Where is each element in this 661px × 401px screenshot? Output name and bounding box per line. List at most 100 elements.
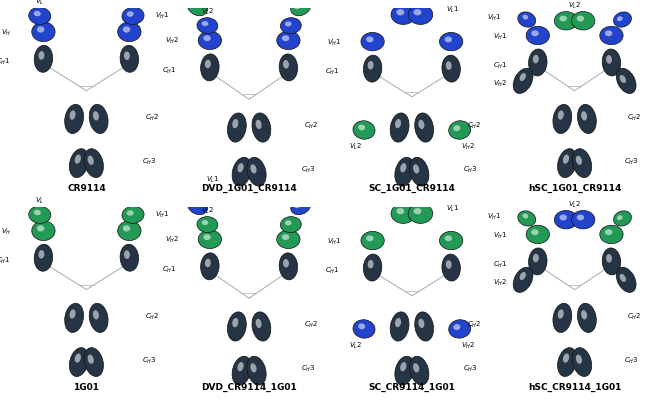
Text: $V_L1$: $V_L1$ (206, 175, 219, 185)
Text: $V_H$: $V_H$ (1, 226, 11, 236)
Ellipse shape (414, 10, 422, 16)
Ellipse shape (602, 248, 621, 275)
Text: $C_H2$: $C_H2$ (467, 319, 482, 329)
Ellipse shape (572, 12, 595, 31)
Ellipse shape (28, 207, 51, 224)
Ellipse shape (69, 111, 75, 120)
Ellipse shape (34, 210, 41, 216)
Text: DVD_CR9114_1G01: DVD_CR9114_1G01 (201, 382, 297, 391)
Ellipse shape (600, 27, 623, 46)
Text: $V_L2$: $V_L2$ (349, 340, 362, 350)
Ellipse shape (578, 304, 596, 333)
Ellipse shape (294, 203, 301, 209)
Ellipse shape (366, 236, 373, 242)
Text: $V_H2$: $V_H2$ (165, 36, 179, 47)
Ellipse shape (442, 255, 460, 282)
Ellipse shape (605, 31, 612, 37)
Text: $V_H1$: $V_H1$ (486, 13, 501, 23)
Ellipse shape (283, 259, 289, 268)
Ellipse shape (390, 312, 409, 341)
Ellipse shape (89, 304, 108, 333)
Ellipse shape (118, 221, 141, 241)
Ellipse shape (576, 215, 584, 221)
Ellipse shape (38, 250, 44, 259)
Text: $V_H$: $V_H$ (1, 28, 11, 38)
Ellipse shape (361, 232, 384, 250)
Text: SC_CR9114_1G01: SC_CR9114_1G01 (368, 382, 455, 391)
Text: $V_H1$: $V_H1$ (327, 236, 342, 246)
Ellipse shape (32, 23, 55, 43)
Ellipse shape (252, 312, 271, 341)
Ellipse shape (533, 254, 539, 263)
Ellipse shape (93, 112, 99, 121)
Ellipse shape (353, 320, 375, 338)
Text: $V_H2$: $V_H2$ (492, 277, 507, 288)
Ellipse shape (203, 0, 222, 5)
Text: $C_H3$: $C_H3$ (463, 165, 478, 175)
Text: $V_H1$: $V_H1$ (155, 209, 169, 219)
Ellipse shape (555, 12, 578, 31)
Ellipse shape (619, 76, 626, 84)
Ellipse shape (449, 122, 471, 140)
Ellipse shape (520, 74, 526, 82)
Ellipse shape (28, 8, 51, 25)
Ellipse shape (201, 253, 219, 280)
Ellipse shape (193, 201, 200, 207)
Ellipse shape (34, 245, 53, 271)
Text: $V_L2$: $V_L2$ (568, 1, 581, 11)
Ellipse shape (202, 22, 208, 27)
Ellipse shape (526, 27, 549, 46)
Ellipse shape (563, 155, 569, 164)
Ellipse shape (368, 260, 373, 269)
Ellipse shape (617, 216, 623, 221)
Text: $V_H1$: $V_H1$ (155, 10, 169, 21)
Text: $C_H1$: $C_H1$ (0, 57, 11, 67)
Ellipse shape (197, 217, 218, 233)
Ellipse shape (127, 12, 134, 18)
Ellipse shape (526, 226, 549, 244)
Text: $C_H2$: $C_H2$ (145, 310, 160, 321)
Ellipse shape (576, 16, 584, 22)
Ellipse shape (69, 348, 89, 377)
Text: $C_H1$: $C_H1$ (0, 255, 11, 265)
Ellipse shape (251, 165, 256, 174)
Ellipse shape (251, 363, 256, 373)
Ellipse shape (414, 113, 434, 143)
Text: 1G01: 1G01 (73, 382, 99, 391)
Ellipse shape (397, 10, 405, 16)
Text: $C_H1$: $C_H1$ (162, 264, 176, 274)
Text: $V_L1$: $V_L1$ (446, 203, 460, 213)
Ellipse shape (413, 165, 419, 174)
Ellipse shape (395, 120, 401, 129)
Ellipse shape (358, 125, 366, 131)
Text: $V_H2$: $V_H2$ (461, 340, 475, 350)
Ellipse shape (84, 348, 103, 377)
Ellipse shape (617, 17, 623, 22)
Ellipse shape (291, 0, 311, 17)
Ellipse shape (361, 33, 384, 52)
Ellipse shape (37, 226, 44, 232)
Ellipse shape (397, 209, 405, 215)
Text: $V_H1$: $V_H1$ (327, 37, 342, 48)
Ellipse shape (605, 230, 612, 235)
Ellipse shape (294, 5, 301, 10)
Ellipse shape (391, 204, 416, 224)
Ellipse shape (558, 111, 564, 120)
Ellipse shape (88, 156, 94, 166)
Ellipse shape (414, 312, 434, 341)
Text: $C_H3$: $C_H3$ (463, 363, 478, 373)
Text: hSC_CR9114_1G01: hSC_CR9114_1G01 (528, 382, 621, 391)
Ellipse shape (283, 61, 289, 69)
Ellipse shape (395, 318, 401, 328)
Ellipse shape (410, 356, 429, 385)
Ellipse shape (616, 267, 636, 293)
Ellipse shape (232, 318, 239, 328)
Ellipse shape (204, 235, 211, 241)
Ellipse shape (227, 113, 247, 143)
Ellipse shape (410, 158, 429, 187)
Ellipse shape (364, 255, 382, 282)
Ellipse shape (559, 16, 567, 22)
Ellipse shape (518, 211, 535, 227)
Ellipse shape (529, 50, 547, 77)
Ellipse shape (581, 310, 587, 320)
